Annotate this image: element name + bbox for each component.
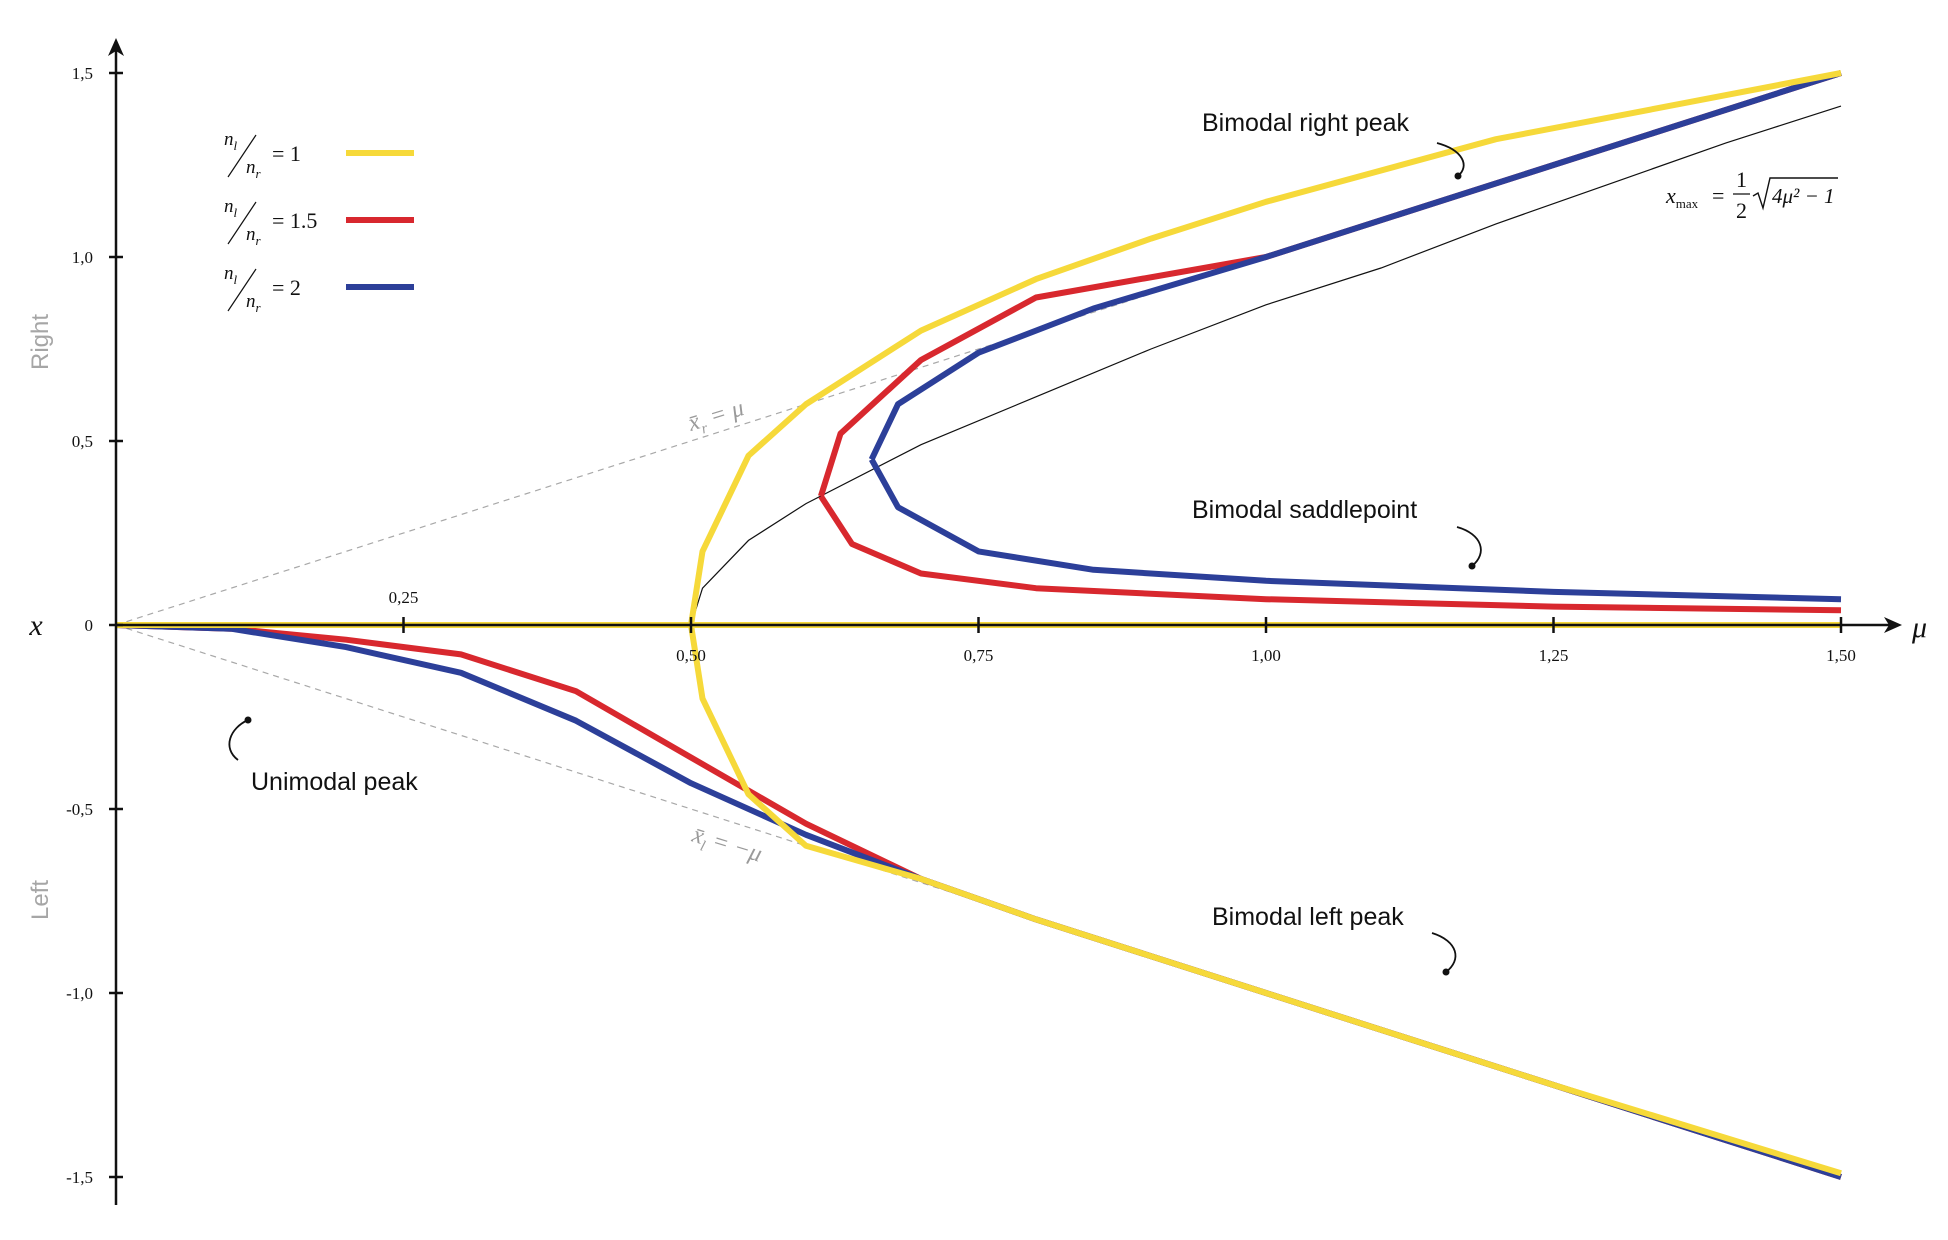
x-tick-label: 1,50 (1826, 646, 1856, 665)
series-3-saddlepoint (868, 457, 1842, 603)
annotation-arrow-icon (1456, 526, 1482, 567)
annotation-label: Bimodal right peak (1202, 109, 1410, 137)
annotation-label: Bimodal saddlepoint (1192, 496, 1417, 524)
annotation-label: Bimodal left peak (1212, 903, 1404, 931)
legend-ratio-numerator: nl (224, 129, 238, 153)
legend-ratio-denominator: nr (246, 157, 262, 181)
x-max-equals: = (1712, 183, 1724, 208)
annotation-1: Bimodal right peak (1202, 109, 1465, 180)
x-tick-label: 0,75 (964, 646, 994, 665)
x-max-radicand: 4μ² − 1 (1772, 184, 1835, 208)
x-tick-label: 1,00 (1251, 646, 1281, 665)
x-tick-label: 0,25 (389, 588, 419, 607)
x-max-curve (690, 105, 1842, 626)
annotation-arrowhead-icon (244, 716, 252, 724)
annotation-arrowhead-icon (1454, 172, 1462, 180)
y-tick-label: -0,5 (66, 800, 93, 819)
annotation-3: Unimodal peak (228, 716, 418, 796)
y-tick-label: 0 (85, 616, 94, 635)
y-side-label-right: Right (27, 314, 54, 370)
y-axis-letter: x (28, 609, 43, 642)
y-tick-label: 1,5 (72, 64, 93, 83)
y-axis-arrow-icon (108, 38, 124, 56)
x-max-lhs: xmax (1665, 183, 1699, 211)
series-3-right-peak (868, 70, 1842, 461)
legend-ratio-slash (227, 268, 257, 312)
y-tick-label: -1,5 (66, 1168, 93, 1187)
legend-ratio-denominator: nr (246, 224, 262, 248)
reference-label-left: x̄l = −μ (687, 822, 765, 872)
annotation-arrowhead-icon (1442, 968, 1450, 976)
y-side-label-left: Left (27, 880, 54, 920)
legend-ratio-value: = 2 (272, 275, 301, 300)
annotation-arrowhead-icon (1468, 562, 1476, 570)
y-tick-label: 0,5 (72, 432, 93, 451)
legend-ratio-value: = 1 (272, 141, 301, 166)
y-tick-label: -1,0 (66, 984, 93, 1003)
x-max-fraction-numerator: 1 (1736, 167, 1747, 192)
reference-label-right: x̄r = μ (684, 395, 748, 441)
annotation-label: Unimodal peak (251, 768, 418, 796)
series-2-saddlepoint (818, 494, 1842, 614)
x-max-radical-sign (1752, 177, 1838, 211)
annotation-2: Bimodal saddlepoint (1192, 496, 1482, 570)
y-tick-label: 1,0 (72, 248, 93, 267)
legend-ratio-denominator: nr (246, 291, 262, 315)
x-axis-letter: μ (1911, 611, 1927, 644)
x-tick-label: 1,25 (1539, 646, 1569, 665)
legend-ratio-numerator: nl (224, 196, 238, 220)
x-axis-arrow-icon (1884, 617, 1902, 633)
x-max-fraction-denominator: 2 (1736, 198, 1747, 223)
legend-ratio-value: = 1.5 (272, 208, 317, 233)
annotation-arrow-icon (1436, 142, 1465, 177)
legend-ratio-numerator: nl (224, 263, 238, 287)
x-max-formula: xmax = 1 2 4μ² − 1 (1665, 167, 1838, 223)
x-tick-label: 0,50 (676, 646, 706, 665)
annotation-arrow-icon (1431, 932, 1457, 973)
annotation-4: Bimodal left peak (1212, 903, 1457, 976)
legend-ratio-slash (227, 134, 257, 178)
legend-ratio-slash (227, 201, 257, 245)
series-1-right-peak (688, 70, 1842, 626)
series-1-left-peak (688, 624, 1842, 1177)
annotation-arrow-icon (228, 719, 249, 761)
